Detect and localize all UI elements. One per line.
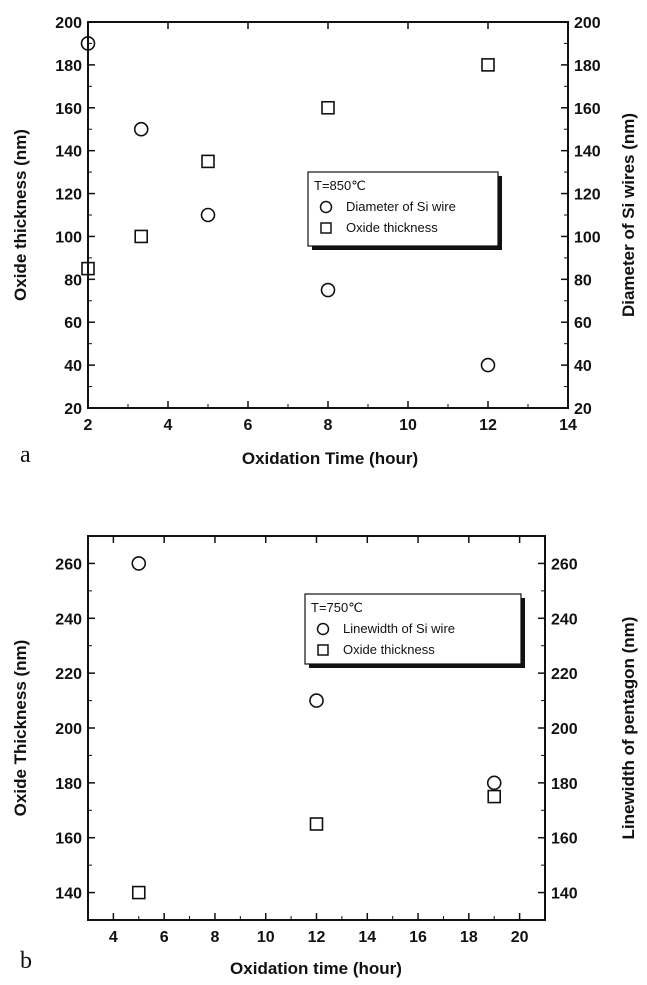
y-axis-label: Oxide Thickness (nm) [11,640,30,817]
data-point-circle [131,556,147,571]
y2-tick-label: 140 [551,886,578,903]
legend-marker-circle [319,200,333,214]
y2-tick-label: 200 [551,721,578,738]
y-axis-label: Oxide thickness (nm) [11,129,30,301]
data-point-circle [80,36,96,51]
y-tick-label: 260 [55,556,82,573]
x-tick-label: 8 [324,417,333,434]
legend-box [304,593,522,665]
legend-title: T=850℃ [314,178,366,193]
y-tick-label: 220 [55,666,82,683]
x-axis-label: Oxidation time (hour) [230,959,402,978]
data-point-square [131,885,146,900]
y2-tick-label: 240 [551,611,578,628]
x-tick-label: 10 [257,929,275,946]
y-tick-label: 40 [64,358,82,375]
y2-tick-label: 80 [574,272,592,289]
x-tick-label: 14 [358,929,376,946]
y2-tick-label: 100 [574,229,601,246]
y-tick-label: 140 [55,144,82,161]
y2-tick-label: 60 [574,315,592,332]
legend-entry-label: Oxide thickness [346,220,438,235]
y2-tick-label: 40 [574,358,592,375]
y2-tick-label: 120 [574,187,601,204]
legend-entry-label: Diameter of Si wire [346,199,456,214]
y-tick-label: 160 [55,101,82,118]
panel-label: b [20,948,32,974]
data-point-circle [480,357,496,373]
x-tick-label: 4 [109,929,118,946]
legend-entry-label: Linewidth of Si wire [343,621,455,636]
x-tick-label: 12 [308,929,326,946]
x-tick-label: 6 [244,417,253,434]
data-point-square [321,100,335,115]
legend: T=750℃ Linewidth of Si wire Oxide thicknes… [304,593,525,668]
x-tick-label: 12 [479,417,497,434]
y2-tick-label: 20 [574,401,592,418]
y-tick-label: 240 [55,611,82,628]
data-point-circle [320,282,336,298]
y2-tick-label: 180 [574,58,601,75]
y2-tick-label: 200 [574,15,601,32]
data-point-square [134,229,148,244]
legend-title: T=750℃ [311,600,363,615]
y2-tick-label: 260 [551,556,578,573]
y-tick-label: 200 [55,721,82,738]
y2-tick-label: 160 [551,831,578,848]
x-axis-label: Oxidation Time (hour) [242,449,418,468]
legend: T=850℃ Diameter of Si wire Oxide thickness [307,171,502,250]
legend-entry-label: Oxide thickness [343,642,435,657]
data-point-square [309,817,324,831]
chart-panel-a: 2 4 6 8 10 12 14204060801001201401601802002040… [11,15,638,468]
y-tick-label: 80 [64,272,82,289]
data-point-circle [200,207,216,223]
y-tick-label: 180 [55,58,82,75]
data-point-square [487,789,502,804]
y2-axis-label: Diameter of Si wires (nm) [619,113,638,317]
x-tick-label: 18 [460,929,478,946]
x-tick-label: 10 [399,417,417,434]
data-point-circle [486,775,502,791]
data-point-circle [133,121,149,137]
panel-label: a [20,442,31,468]
data-point-square [201,154,215,169]
y-tick-label: 160 [55,831,82,848]
legend-marker-square [317,644,329,656]
y2-tick-label: 160 [574,101,601,118]
chart-panel-b: 4 6 8 10 12 14 16 18 20 140 160 180 200 220 240 260 140 1… [11,535,638,978]
x-tick-label: 8 [210,929,219,946]
x-tick-label: 14 [559,417,577,434]
data-point-square [81,261,95,276]
x-tick-label: 16 [409,929,427,946]
y-tick-label: 180 [55,776,82,793]
y2-tick-label: 180 [551,776,578,793]
legend-marker-circle [316,622,330,636]
y-tick-label: 60 [64,315,82,332]
x-tick-label: 4 [164,417,173,434]
data-point-circle [309,693,324,708]
x-tick-label: 2 [84,417,93,434]
y2-tick-label: 140 [574,144,601,161]
y2-tick-label: 220 [551,666,578,683]
data-point-square [481,58,495,72]
y-tick-label: 140 [55,886,82,903]
legend-marker-square [320,222,332,234]
legend-box [307,171,499,247]
y-tick-label: 120 [55,187,82,204]
y2-axis-label: Linewidth of pentagon (nm) [619,617,638,840]
x-tick-label: 20 [511,929,529,946]
y-tick-label: 20 [64,401,82,418]
x-tick-label: 6 [160,929,169,946]
y-tick-label: 200 [55,15,82,32]
y-tick-label: 100 [55,229,82,246]
